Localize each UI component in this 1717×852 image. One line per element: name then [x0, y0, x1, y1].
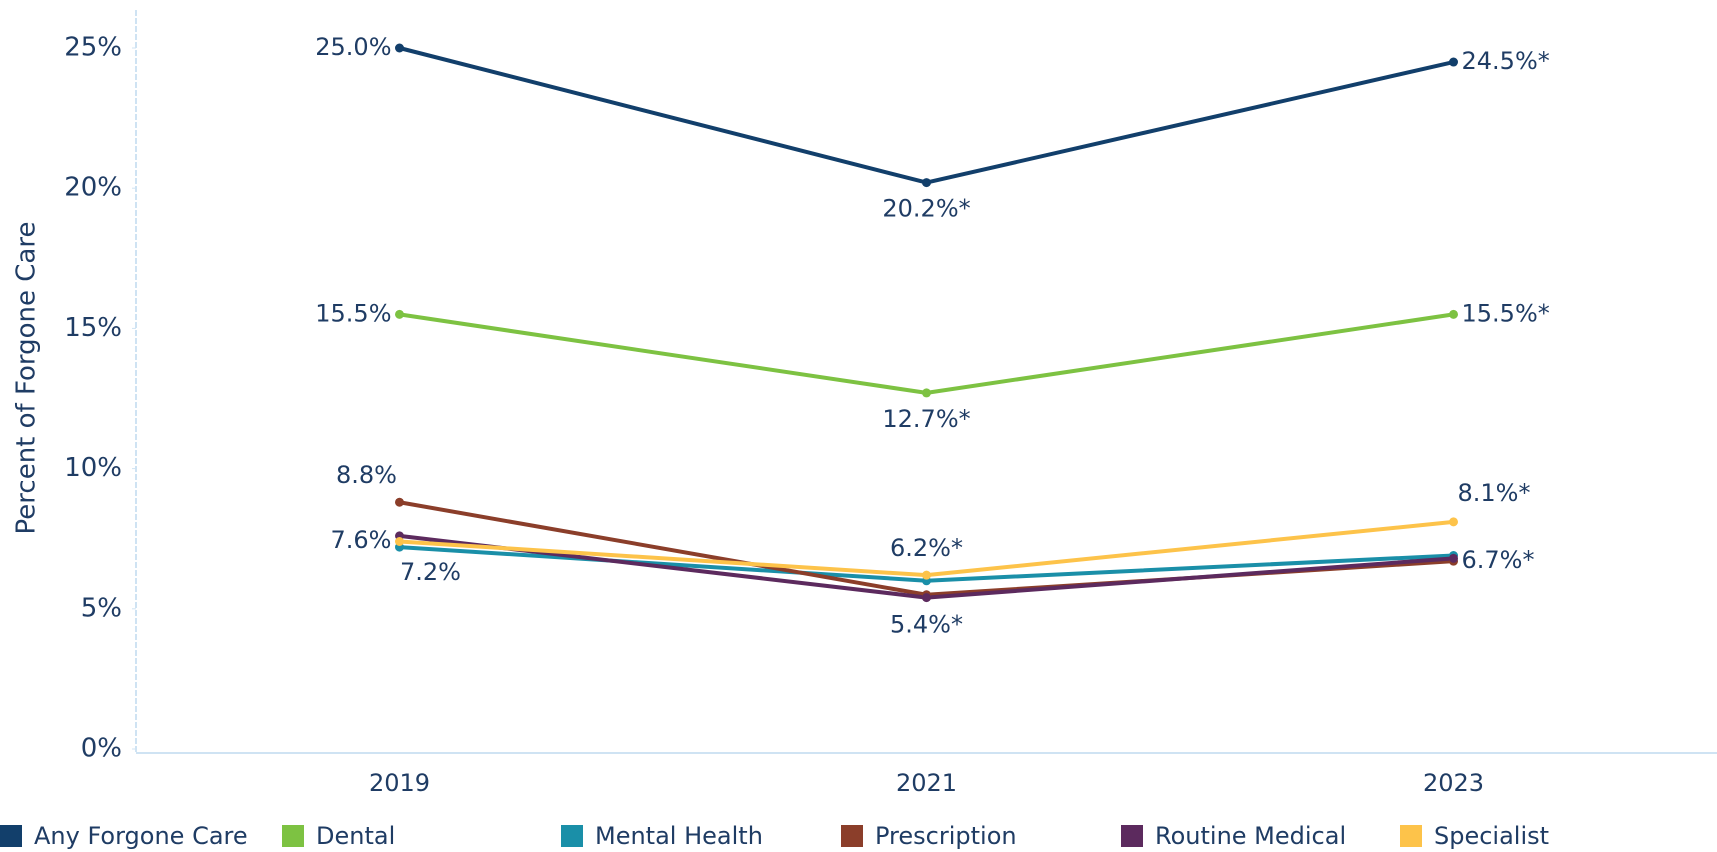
point: [922, 388, 931, 398]
data-label: 20.2%*: [882, 195, 970, 223]
data-label: 7.6%: [331, 526, 392, 554]
point: [395, 309, 404, 319]
legend-label: Prescription: [875, 822, 1017, 850]
data-label: 12.7%*: [882, 405, 970, 433]
y-axis-title: Percent of Forgone Care: [12, 222, 42, 535]
point: [395, 43, 404, 53]
data-label: 7.2%: [400, 558, 461, 586]
legend-label: Specialist: [1434, 822, 1549, 850]
point: [395, 497, 404, 507]
point: [1449, 57, 1458, 67]
series-line: [399, 312, 1454, 395]
point: [922, 570, 931, 580]
legend-swatch: [1121, 825, 1143, 847]
data-label: 5.4%*: [890, 611, 963, 639]
legend-label: Mental Health: [595, 822, 763, 850]
point: [395, 537, 404, 547]
x-tick-label: 2021: [896, 769, 957, 797]
data-label: 8.8%: [336, 461, 397, 489]
legend-label: Routine Medical: [1155, 822, 1346, 850]
data-label: 15.5%*: [1462, 299, 1550, 327]
point: [1449, 517, 1458, 527]
data-label: 6.7%*: [1462, 546, 1535, 574]
data-label: 24.5%*: [1462, 47, 1550, 75]
legend-swatch: [282, 825, 304, 847]
y-tick-label: 15%: [64, 313, 122, 343]
y-tick-label: 25%: [64, 33, 122, 63]
point: [1449, 553, 1458, 563]
y-tick-label: 5%: [81, 593, 122, 623]
point: [922, 593, 931, 603]
legend-swatch: [0, 825, 22, 847]
legend-label: Any Forgone Care: [34, 822, 248, 850]
legend-swatch: [841, 825, 863, 847]
legend-swatch: [1400, 825, 1422, 847]
y-tick-label: 10%: [64, 453, 122, 483]
y-tick-label: 0%: [81, 734, 122, 764]
legend-swatch: [561, 825, 583, 847]
x-tick-label: 2023: [1423, 769, 1484, 797]
data-label: 6.2%*: [890, 534, 963, 562]
legend-label: Dental: [316, 822, 395, 850]
point: [922, 178, 931, 188]
point: [1449, 309, 1458, 319]
series-line: [399, 46, 1454, 185]
x-tick-label: 2019: [369, 769, 430, 797]
y-tick-label: 20%: [64, 173, 122, 203]
data-label: 15.5%: [315, 299, 391, 327]
data-label: 25.0%: [315, 33, 391, 61]
data-label: 8.1%*: [1458, 479, 1531, 507]
